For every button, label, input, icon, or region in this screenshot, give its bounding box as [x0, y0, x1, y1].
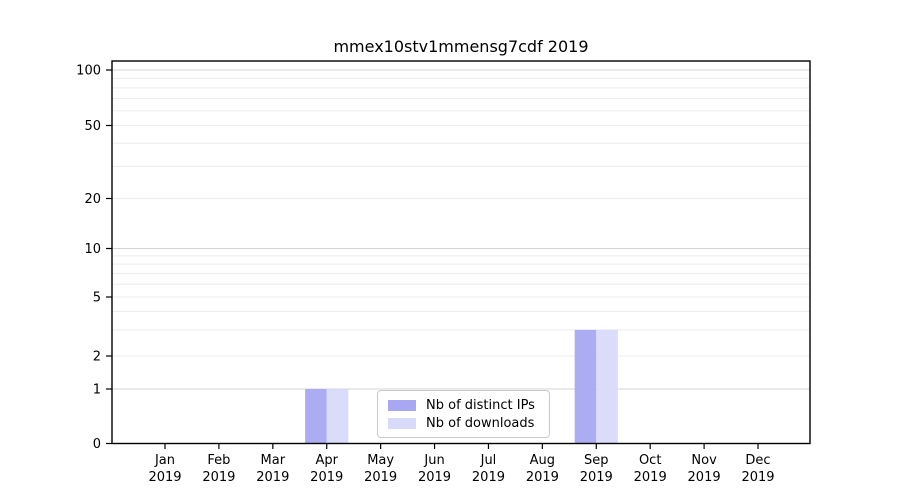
- legend-label-downloads: Nb of downloads: [426, 415, 535, 431]
- legend-swatch-distinct-ips-icon: [388, 399, 416, 411]
- chart-title: mmex10stv1mmensg7cdf 2019: [333, 37, 589, 56]
- y-tick-label: 1: [93, 383, 101, 398]
- x-tick-label-year: 2019: [364, 470, 397, 485]
- y-tick-label: 50: [84, 119, 101, 134]
- x-tick-label-year: 2019: [634, 470, 667, 485]
- x-tick-label-year: 2019: [148, 470, 181, 485]
- legend-item: Nb of distinct IPs: [384, 399, 543, 412]
- y-tick-label: 10: [84, 242, 101, 257]
- legend-item: Nb of downloads: [384, 417, 543, 430]
- y-tick-label: 20: [84, 192, 101, 207]
- x-tick-label-year: 2019: [688, 470, 721, 485]
- y-tick-label: 100: [76, 64, 101, 79]
- bar-distinct-ips: [574, 329, 597, 444]
- y-tick-label: 2: [93, 350, 101, 365]
- x-tick-label-year: 2019: [580, 470, 613, 485]
- legend: Nb of distinct IPs Nb of downloads: [377, 390, 550, 438]
- x-tick-label-year: 2019: [202, 470, 235, 485]
- x-tick-label-year: 2019: [526, 470, 559, 485]
- legend-label-distinct-ips: Nb of distinct IPs: [426, 397, 535, 413]
- x-tick-label-year: 2019: [418, 470, 451, 485]
- x-tick-label-month: Jun: [423, 453, 444, 468]
- x-tick-label-month: Jan: [154, 453, 175, 468]
- x-tick-label-year: 2019: [741, 470, 774, 485]
- x-tick-label-year: 2019: [256, 470, 289, 485]
- x-tick-label-year: 2019: [310, 470, 343, 485]
- y-tick-label: 5: [93, 291, 101, 306]
- legend-swatch-downloads-icon: [388, 417, 416, 429]
- x-tick-label-month: Sep: [584, 453, 609, 468]
- axes-frame: [111, 60, 811, 445]
- x-tick-label-month: May: [367, 453, 394, 468]
- x-tick-label-month: Apr: [315, 453, 338, 468]
- x-tick-label-month: Feb: [207, 453, 230, 468]
- x-tick-label-year: 2019: [472, 470, 505, 485]
- x-tick-label-month: Oct: [639, 453, 661, 468]
- x-tick-label-month: Jul: [480, 453, 497, 468]
- x-tick-label-month: Aug: [530, 453, 555, 468]
- bar-distinct-ips: [305, 389, 327, 444]
- y-tick-label: 0: [93, 437, 101, 452]
- x-tick-label-month: Mar: [261, 453, 286, 468]
- bar-downloads: [326, 389, 349, 444]
- bar-downloads: [596, 329, 618, 444]
- x-tick-label-month: Nov: [691, 453, 717, 468]
- x-tick-label-month: Dec: [745, 453, 770, 468]
